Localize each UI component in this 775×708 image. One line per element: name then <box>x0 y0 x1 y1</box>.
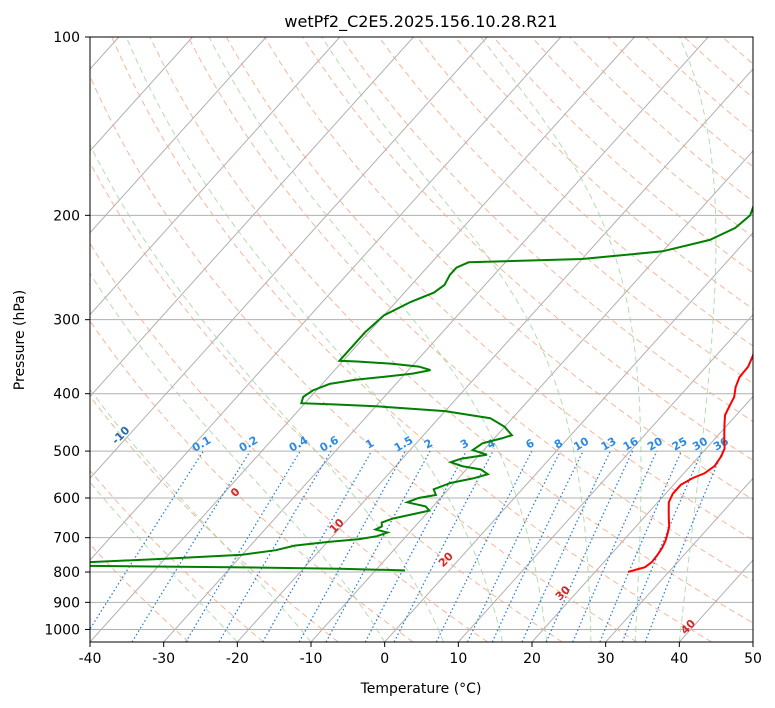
y-tick-label: 600 <box>53 491 80 507</box>
x-ticks: -40 -30 -20 -10 0 10 20 30 40 50 <box>79 642 762 667</box>
x-tick-label: -30 <box>152 651 175 667</box>
isotherm-line <box>90 37 341 316</box>
mixing-ratio-line <box>644 450 724 642</box>
moist-adiabat-line <box>321 37 592 642</box>
x-tick-label: 30 <box>597 651 615 667</box>
isotherm-line <box>90 37 193 152</box>
isotherm-line <box>531 395 753 642</box>
isotherm-line <box>163 37 709 642</box>
mixing-ratio-line <box>131 450 251 642</box>
dry-adiabat-line <box>90 469 264 642</box>
dry-adiabat-line <box>149 37 753 624</box>
x-axis-label: Temperature (°C) <box>360 681 482 697</box>
dry-adiabat-line <box>90 395 339 642</box>
isotherm-line <box>90 37 414 398</box>
moist-adiabat-line <box>208 37 548 642</box>
sounding-profiles <box>90 204 753 573</box>
dry-adiabat-line <box>454 37 753 310</box>
background-lines <box>90 37 753 642</box>
y-tick-label: 700 <box>53 531 80 547</box>
dry-adiabat-line <box>90 543 190 642</box>
dry-adiabat-line <box>416 37 753 347</box>
isotherm-line <box>605 477 753 642</box>
y-tick-label: 500 <box>53 444 80 460</box>
dry-adiabat-line <box>90 161 563 642</box>
x-tick-label: 50 <box>744 651 762 667</box>
moist-adiabat-line <box>90 272 386 642</box>
isotherm-line <box>457 313 753 642</box>
temperature-profile-line <box>627 351 753 573</box>
isotherm-line <box>90 37 488 480</box>
dry-adiabat-line <box>90 242 488 642</box>
moist-adiabat-line <box>125 37 503 642</box>
mixing-ratio-line <box>90 450 204 631</box>
y-tick-label: 1000 <box>44 622 80 638</box>
chart-title: wetPf2_C2E5.2025.156.10.28.R21 <box>284 12 557 32</box>
y-axis-label: Pressure (hPa) <box>12 290 28 390</box>
isotherm-line <box>752 641 753 642</box>
dry-adiabat-line <box>90 320 414 642</box>
mixing-ratio-line <box>545 450 634 642</box>
x-tick-label: 10 <box>449 651 467 667</box>
moist-adiabat-line <box>90 481 238 642</box>
dry-adiabat-line <box>111 37 712 642</box>
x-tick-label: -20 <box>226 651 249 667</box>
moist-adiabat-line <box>480 37 642 642</box>
dewpoint-profile-line <box>90 204 753 572</box>
mixing-ratio-line <box>364 450 467 642</box>
y-ticks: 100 200 300 400 500 600 700 800 900 1000 <box>44 30 90 638</box>
x-tick-label: -40 <box>79 651 102 667</box>
moist-adiabat-line <box>678 37 717 642</box>
moist-adiabat-line <box>90 388 312 642</box>
mixing-ratio-line <box>572 450 658 642</box>
y-tick-label: 400 <box>53 387 80 403</box>
y-tick-label: 800 <box>53 565 80 581</box>
isotherm-line <box>90 37 635 642</box>
x-tick-label: 0 <box>380 651 389 667</box>
mixing-ratio-line <box>621 450 703 642</box>
isotherm-line <box>310 150 753 642</box>
isotherm-line <box>384 231 753 642</box>
x-tick-label: 40 <box>670 651 688 667</box>
mixing-ratio-line <box>325 450 431 642</box>
moist-adiabat-line <box>90 143 445 642</box>
plot-background <box>90 37 753 642</box>
mixing-ratio-line <box>599 450 682 642</box>
y-tick-label: 100 <box>53 30 80 46</box>
y-tick-label: 900 <box>53 595 80 611</box>
mixing-ratio-line <box>298 450 406 642</box>
isotherm-line <box>90 37 562 561</box>
isotherm-line <box>90 37 267 234</box>
mixing-ratio-line <box>435 450 533 642</box>
y-tick-label: 300 <box>53 313 80 329</box>
plot-frame <box>89 36 754 643</box>
x-tick-label: -10 <box>300 651 323 667</box>
x-tick-label: 20 <box>523 651 541 667</box>
y-tick-label: 200 <box>53 208 80 224</box>
